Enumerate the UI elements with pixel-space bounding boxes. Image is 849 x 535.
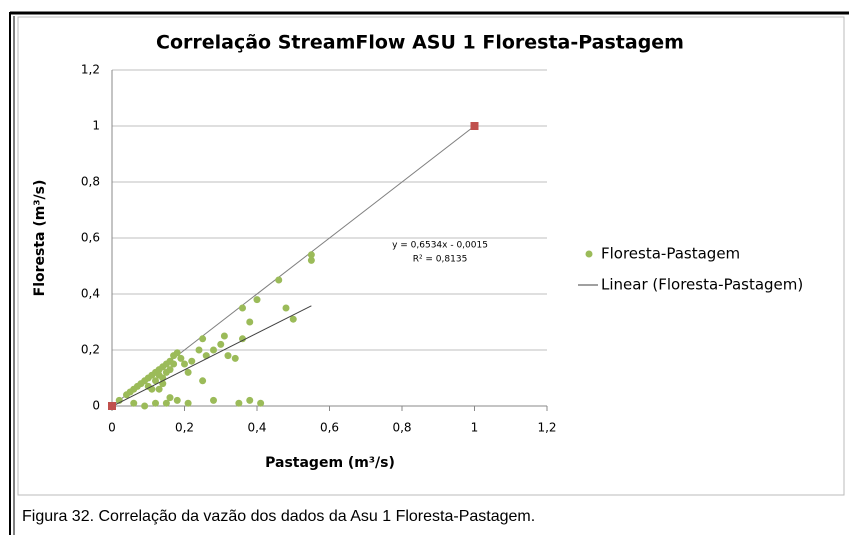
point: [289, 315, 297, 323]
point: [246, 396, 254, 404]
y-tick-label: 0,8: [81, 175, 100, 189]
y-tick-label: 0,2: [81, 343, 100, 357]
point: [282, 304, 290, 312]
x-tick-label: 0,6: [320, 421, 339, 435]
x-tick-label: 0,2: [175, 421, 194, 435]
x-tick-label: 0: [108, 421, 116, 435]
equation: y = 0,6534x - 0,0015: [392, 241, 488, 251]
point: [210, 396, 217, 404]
point: [239, 304, 246, 312]
point: [195, 346, 203, 354]
point: [275, 276, 283, 284]
point: [155, 385, 163, 393]
reference-marker: [470, 122, 479, 130]
point: [166, 394, 174, 402]
point: [141, 402, 149, 410]
y-tick-label: 1: [92, 119, 100, 133]
point: [246, 318, 254, 326]
point: [257, 399, 265, 407]
legend-label: Linear (Floresta-Pastagem): [601, 276, 803, 294]
y-tick-label: 0,6: [81, 231, 100, 245]
point: [199, 377, 207, 385]
chart-title: Correlação StreamFlow ASU 1 Floresta-Pas…: [156, 32, 684, 54]
x-tick-label: 1: [471, 421, 479, 435]
point: [152, 377, 159, 385]
point: [184, 399, 192, 407]
point: [220, 332, 228, 340]
point: [253, 296, 261, 304]
point: [307, 256, 315, 264]
point: [184, 368, 192, 376]
x-tick-label: 0,8: [392, 421, 411, 435]
point: [188, 357, 196, 365]
point: [210, 346, 217, 354]
point: [199, 335, 207, 343]
point: [130, 399, 138, 407]
point: [181, 360, 188, 368]
r-squared: R² = 0,8135: [413, 255, 468, 265]
legend-label: Floresta-Pastagem: [601, 245, 740, 263]
point: [177, 354, 185, 362]
point: [162, 399, 170, 407]
y-tick-label: 0,4: [81, 287, 100, 301]
x-axis-label: Pastagem (m³/s): [265, 455, 395, 471]
point: [217, 340, 225, 348]
point: [152, 399, 159, 407]
y-tick-label: 0: [92, 399, 100, 413]
point: [202, 352, 210, 360]
point: [235, 399, 243, 407]
reference-marker: [108, 402, 116, 410]
y-axis-label: Floresta (m³/s): [32, 180, 48, 297]
chart-area: [17, 16, 845, 496]
point: [224, 352, 232, 360]
point: [231, 354, 239, 362]
x-tick-label: 1,2: [537, 421, 556, 435]
point: [170, 360, 178, 368]
legend-marker: [585, 250, 593, 258]
caption: Figura 32. Correlação da vazão dos dados…: [22, 508, 535, 525]
x-tick-label: 0,4: [247, 421, 266, 435]
point: [173, 396, 181, 404]
point: [166, 366, 174, 374]
point: [239, 335, 246, 343]
point: [307, 251, 315, 259]
point: [173, 349, 181, 357]
trendline: [111, 305, 312, 407]
y-tick-label: 1,2: [81, 63, 100, 77]
